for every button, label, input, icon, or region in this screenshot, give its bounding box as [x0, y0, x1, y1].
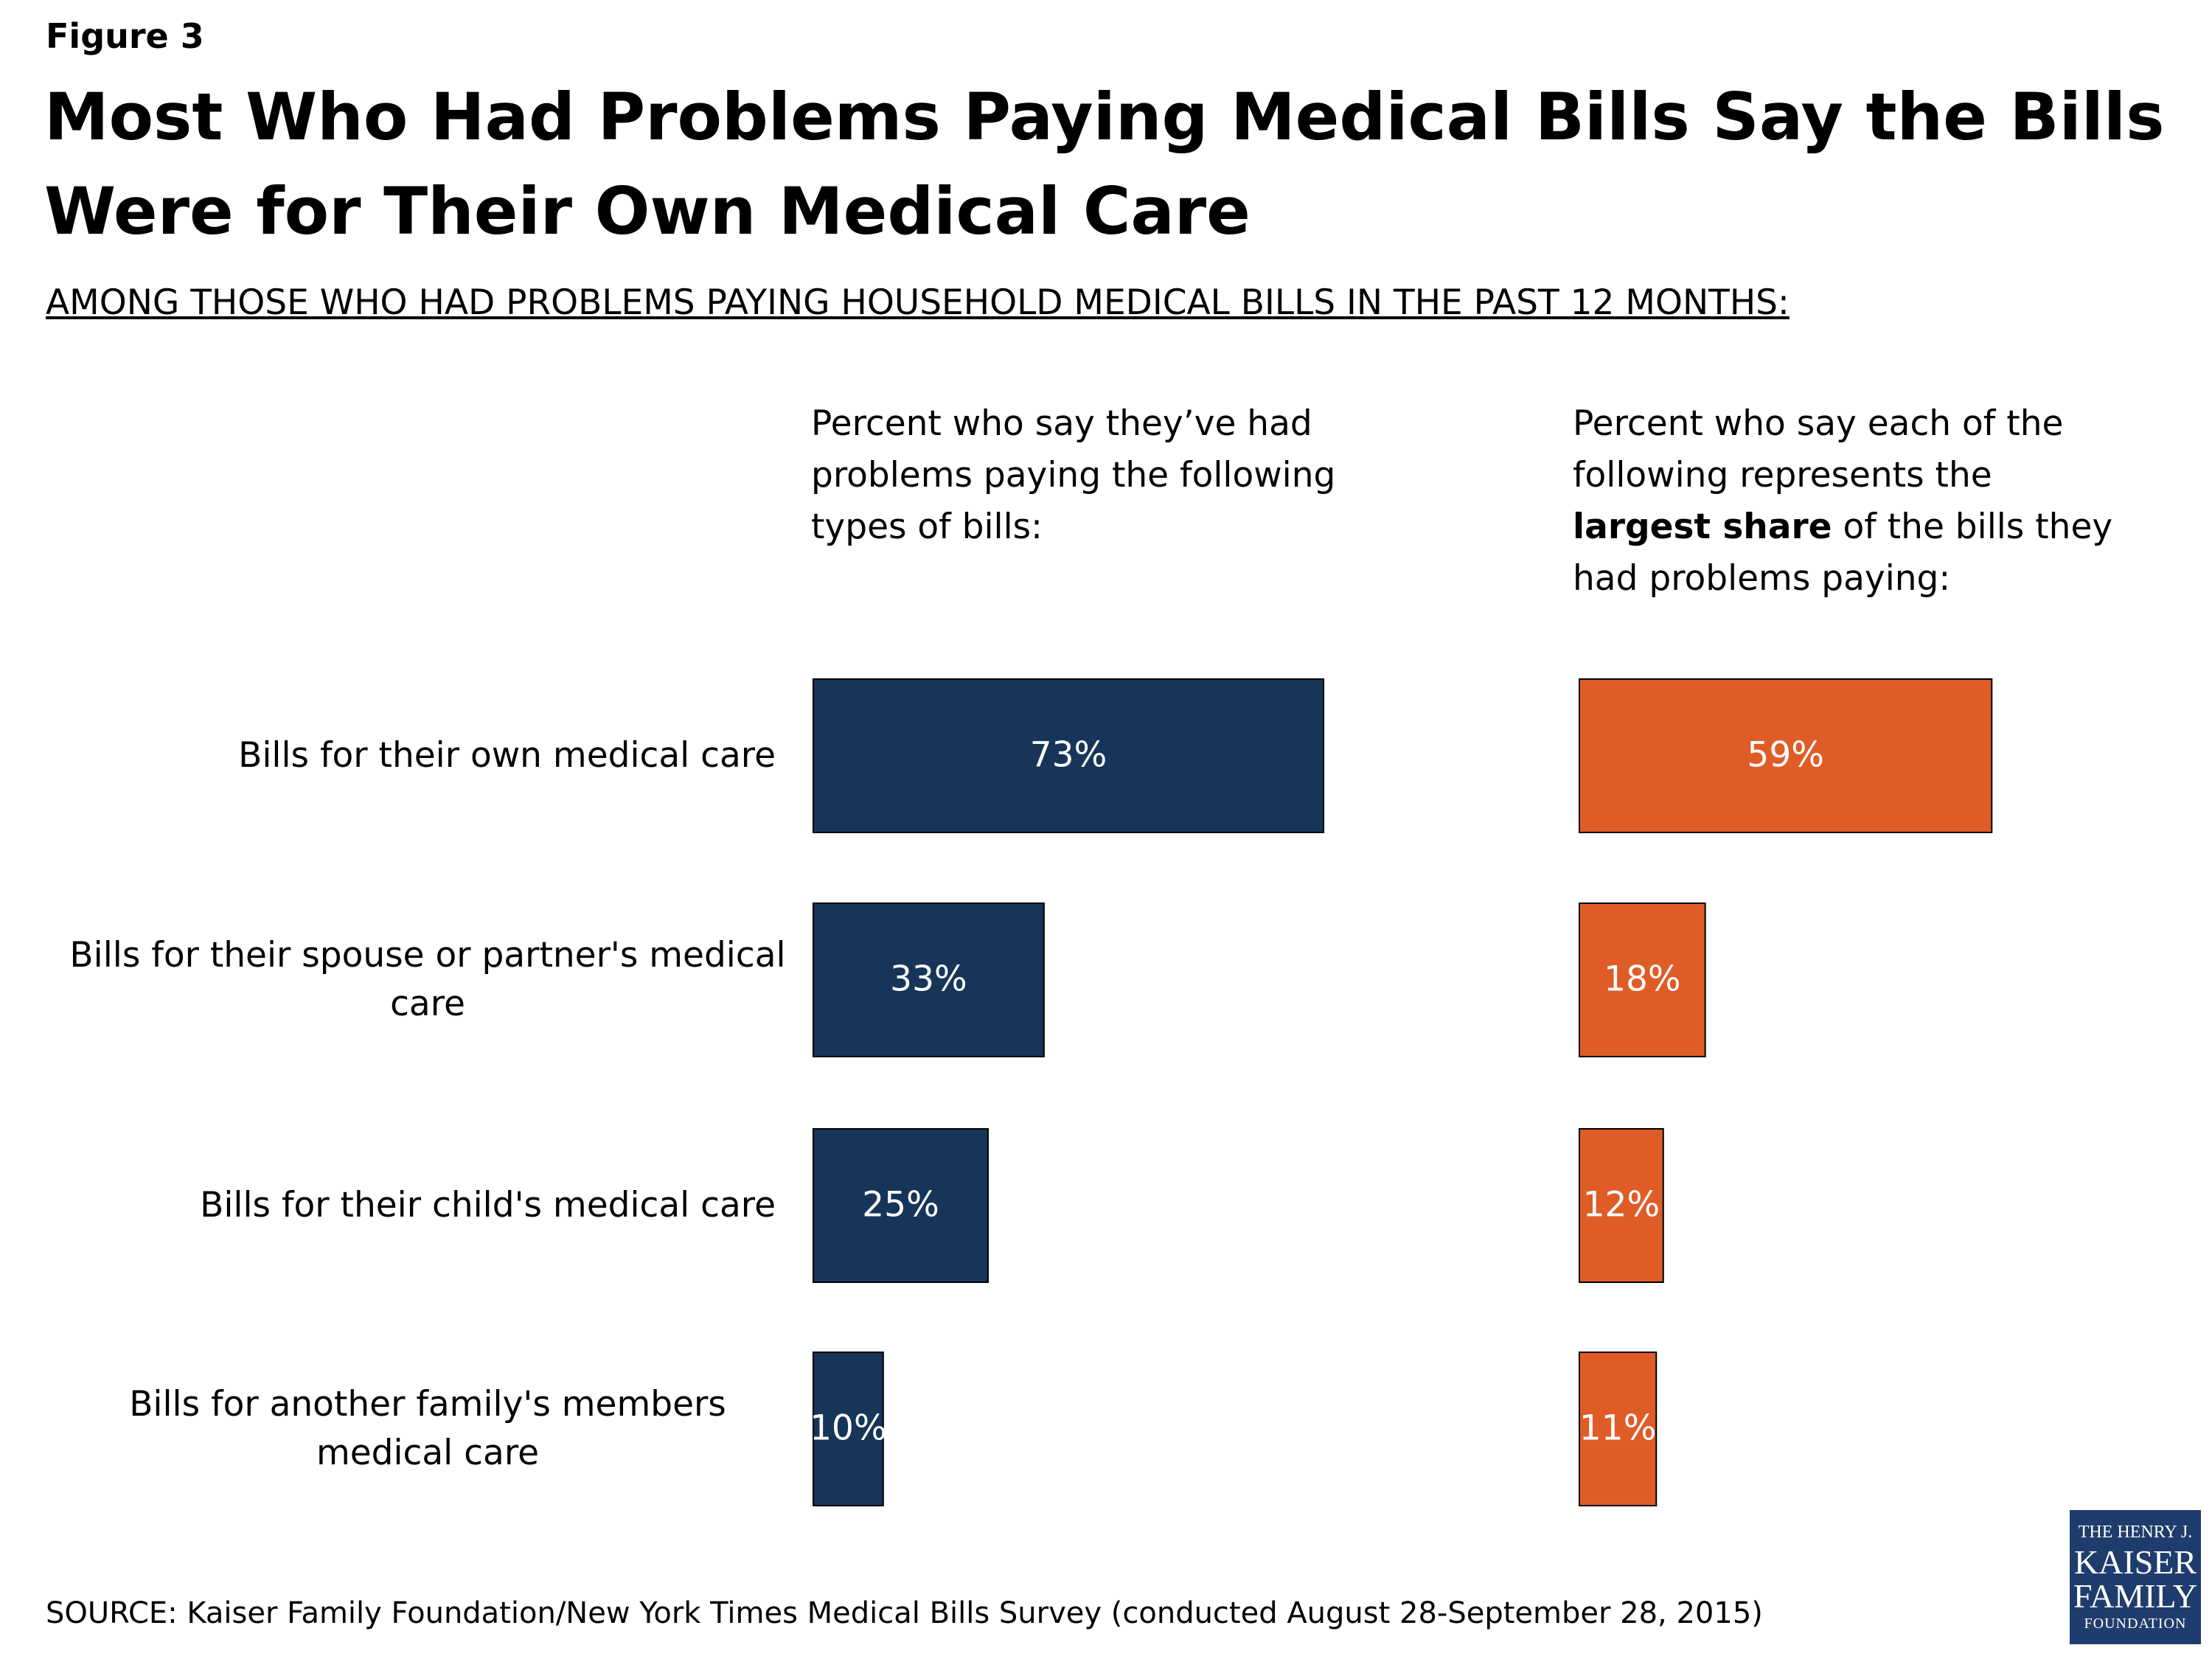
- title: Most Who Had Problems Paying Medical Bil…: [44, 79, 2165, 249]
- category-label: Bills for another family's members medic…: [129, 1384, 726, 1473]
- bar: [813, 902, 1045, 1057]
- bar: [1579, 1128, 1664, 1283]
- logo-text: KAISER: [2073, 1543, 2197, 1581]
- figure-label: Figure 3: [46, 16, 204, 56]
- logo: THE HENRY J. KAISER FAMILY FOUNDATION: [2070, 1510, 2201, 1644]
- bar: [1579, 678, 1993, 833]
- value-label: 18%: [1604, 959, 1680, 1000]
- value-label: 59%: [1747, 735, 1823, 776]
- bar: [1579, 902, 1706, 1057]
- subtitle: AMONG THOSE WHO HAD PROBLEMS PAYING HOUS…: [46, 282, 1790, 323]
- heading-text: largest share: [1573, 507, 1832, 547]
- logo-text: THE HENRY J.: [2078, 1523, 2193, 1542]
- panel-heading: Percent who say they’ve had problems pay…: [811, 398, 1357, 553]
- category-label: Bills for their child's medical care: [200, 1185, 776, 1225]
- value-label: 10%: [810, 1408, 886, 1449]
- value-label: 73%: [1030, 735, 1107, 776]
- bar: [813, 678, 1325, 833]
- heading-text: Percent who say they’ve had problems pay…: [811, 403, 1336, 547]
- value-label: 33%: [890, 959, 967, 1000]
- logo-text: FOUNDATION: [2084, 1615, 2187, 1632]
- panel-heading: Percent who say each of the following re…: [1573, 398, 2133, 605]
- bar: [813, 1128, 989, 1283]
- category-label: Bills for their spouse or partner's medi…: [69, 935, 786, 1024]
- logo-text: FAMILY: [2073, 1577, 2198, 1615]
- value-label: 25%: [862, 1185, 939, 1225]
- bar: [813, 1352, 884, 1506]
- value-label: 11%: [1579, 1408, 1656, 1449]
- heading-text: Percent who say each of the following re…: [1573, 403, 2064, 495]
- value-label: 12%: [1583, 1185, 1660, 1225]
- source: SOURCE: Kaiser Family Foundation/New Yor…: [46, 1596, 1763, 1630]
- heading-text: of the bills they had problems paying:: [1573, 507, 2113, 599]
- category-label: Bills for their own medical care: [238, 735, 776, 776]
- bar: [1579, 1352, 1658, 1506]
